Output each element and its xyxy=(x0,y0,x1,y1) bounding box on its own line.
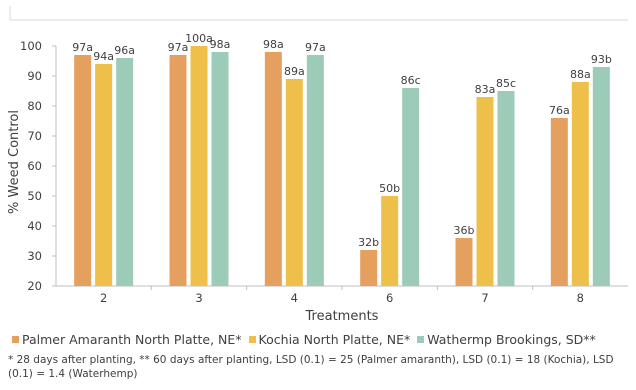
data-label: 89a xyxy=(284,65,305,78)
y-tick-label: 80 xyxy=(27,99,42,113)
x-tick-label: 3 xyxy=(195,291,202,305)
data-label: 85c xyxy=(496,77,516,90)
data-label: 83a xyxy=(475,83,496,96)
bar xyxy=(381,196,399,286)
y-tick-label: 40 xyxy=(27,219,42,233)
legend-swatch-kochia xyxy=(248,336,256,343)
legend-item-kochia: Kochia North Platte, NE* xyxy=(248,332,411,347)
y-tick-label: 50 xyxy=(27,189,42,203)
legend-label-kochia: Kochia North Platte, NE* xyxy=(258,332,411,347)
bar xyxy=(116,58,134,286)
y-axis-title: % Weed Control xyxy=(7,110,22,214)
data-label: 94a xyxy=(93,50,114,63)
legend: Palmer Amaranth North Platte, NE* Kochia… xyxy=(12,332,603,347)
x-tick-label: 4 xyxy=(291,291,298,305)
bar xyxy=(592,67,610,286)
legend-item-palmer: Palmer Amaranth North Platte, NE* xyxy=(12,332,242,347)
bar xyxy=(455,238,473,286)
bar xyxy=(264,52,282,286)
y-tick-label: 90 xyxy=(27,69,42,83)
bar xyxy=(497,91,515,286)
bar xyxy=(285,79,303,286)
data-label: 97a xyxy=(305,41,326,54)
bar xyxy=(306,55,324,286)
legend-label-waterhemp: Wathermp Brookings, SD** xyxy=(427,332,596,347)
bar xyxy=(190,46,208,286)
data-label: 76a xyxy=(549,104,570,117)
y-tick-label: 20 xyxy=(27,279,42,293)
legend-item-waterhemp: Wathermp Brookings, SD** xyxy=(417,332,596,347)
x-axis-title: Treatments xyxy=(305,309,379,324)
bar xyxy=(476,97,494,286)
legend-swatch-palmer xyxy=(12,336,19,343)
legend-label-palmer: Palmer Amaranth North Platte, NE* xyxy=(22,332,242,347)
bar xyxy=(360,250,378,286)
y-tick-label: 70 xyxy=(27,129,42,143)
bar xyxy=(74,55,92,286)
data-label: 50b xyxy=(379,182,400,195)
bar xyxy=(211,52,229,286)
data-label: 96a xyxy=(114,44,135,57)
y-tick-label: 30 xyxy=(27,249,42,263)
bar xyxy=(402,88,420,286)
x-tick-label: 2 xyxy=(100,291,107,305)
x-tick-label: 6 xyxy=(386,291,393,305)
footnote: * 28 days after planting, ** 60 days aft… xyxy=(8,354,614,380)
bar xyxy=(95,64,113,286)
data-label: 32b xyxy=(358,236,379,249)
bar xyxy=(571,82,589,286)
y-tick-label: 60 xyxy=(27,159,42,173)
bar xyxy=(169,55,187,286)
data-label: 36b xyxy=(454,224,475,237)
data-label: 97a xyxy=(72,41,93,54)
data-label: 97a xyxy=(168,41,189,54)
legend-swatch-waterhemp xyxy=(417,336,425,343)
data-label: 98a xyxy=(210,38,231,51)
data-label: 98a xyxy=(263,38,284,51)
data-label: 93b xyxy=(591,53,612,66)
y-tick-label: 100 xyxy=(20,39,42,53)
data-label: 100a xyxy=(185,32,213,45)
data-label: 88a xyxy=(570,68,591,81)
x-tick-label: 8 xyxy=(577,291,584,305)
bar xyxy=(550,118,568,286)
x-tick-label: 7 xyxy=(481,291,488,305)
chart-area: 20 30 40 50 60 70 80 90 100 2 97a 94a 96a 3 97a 100a 98a… xyxy=(7,6,628,324)
data-label: 86c xyxy=(401,74,421,87)
